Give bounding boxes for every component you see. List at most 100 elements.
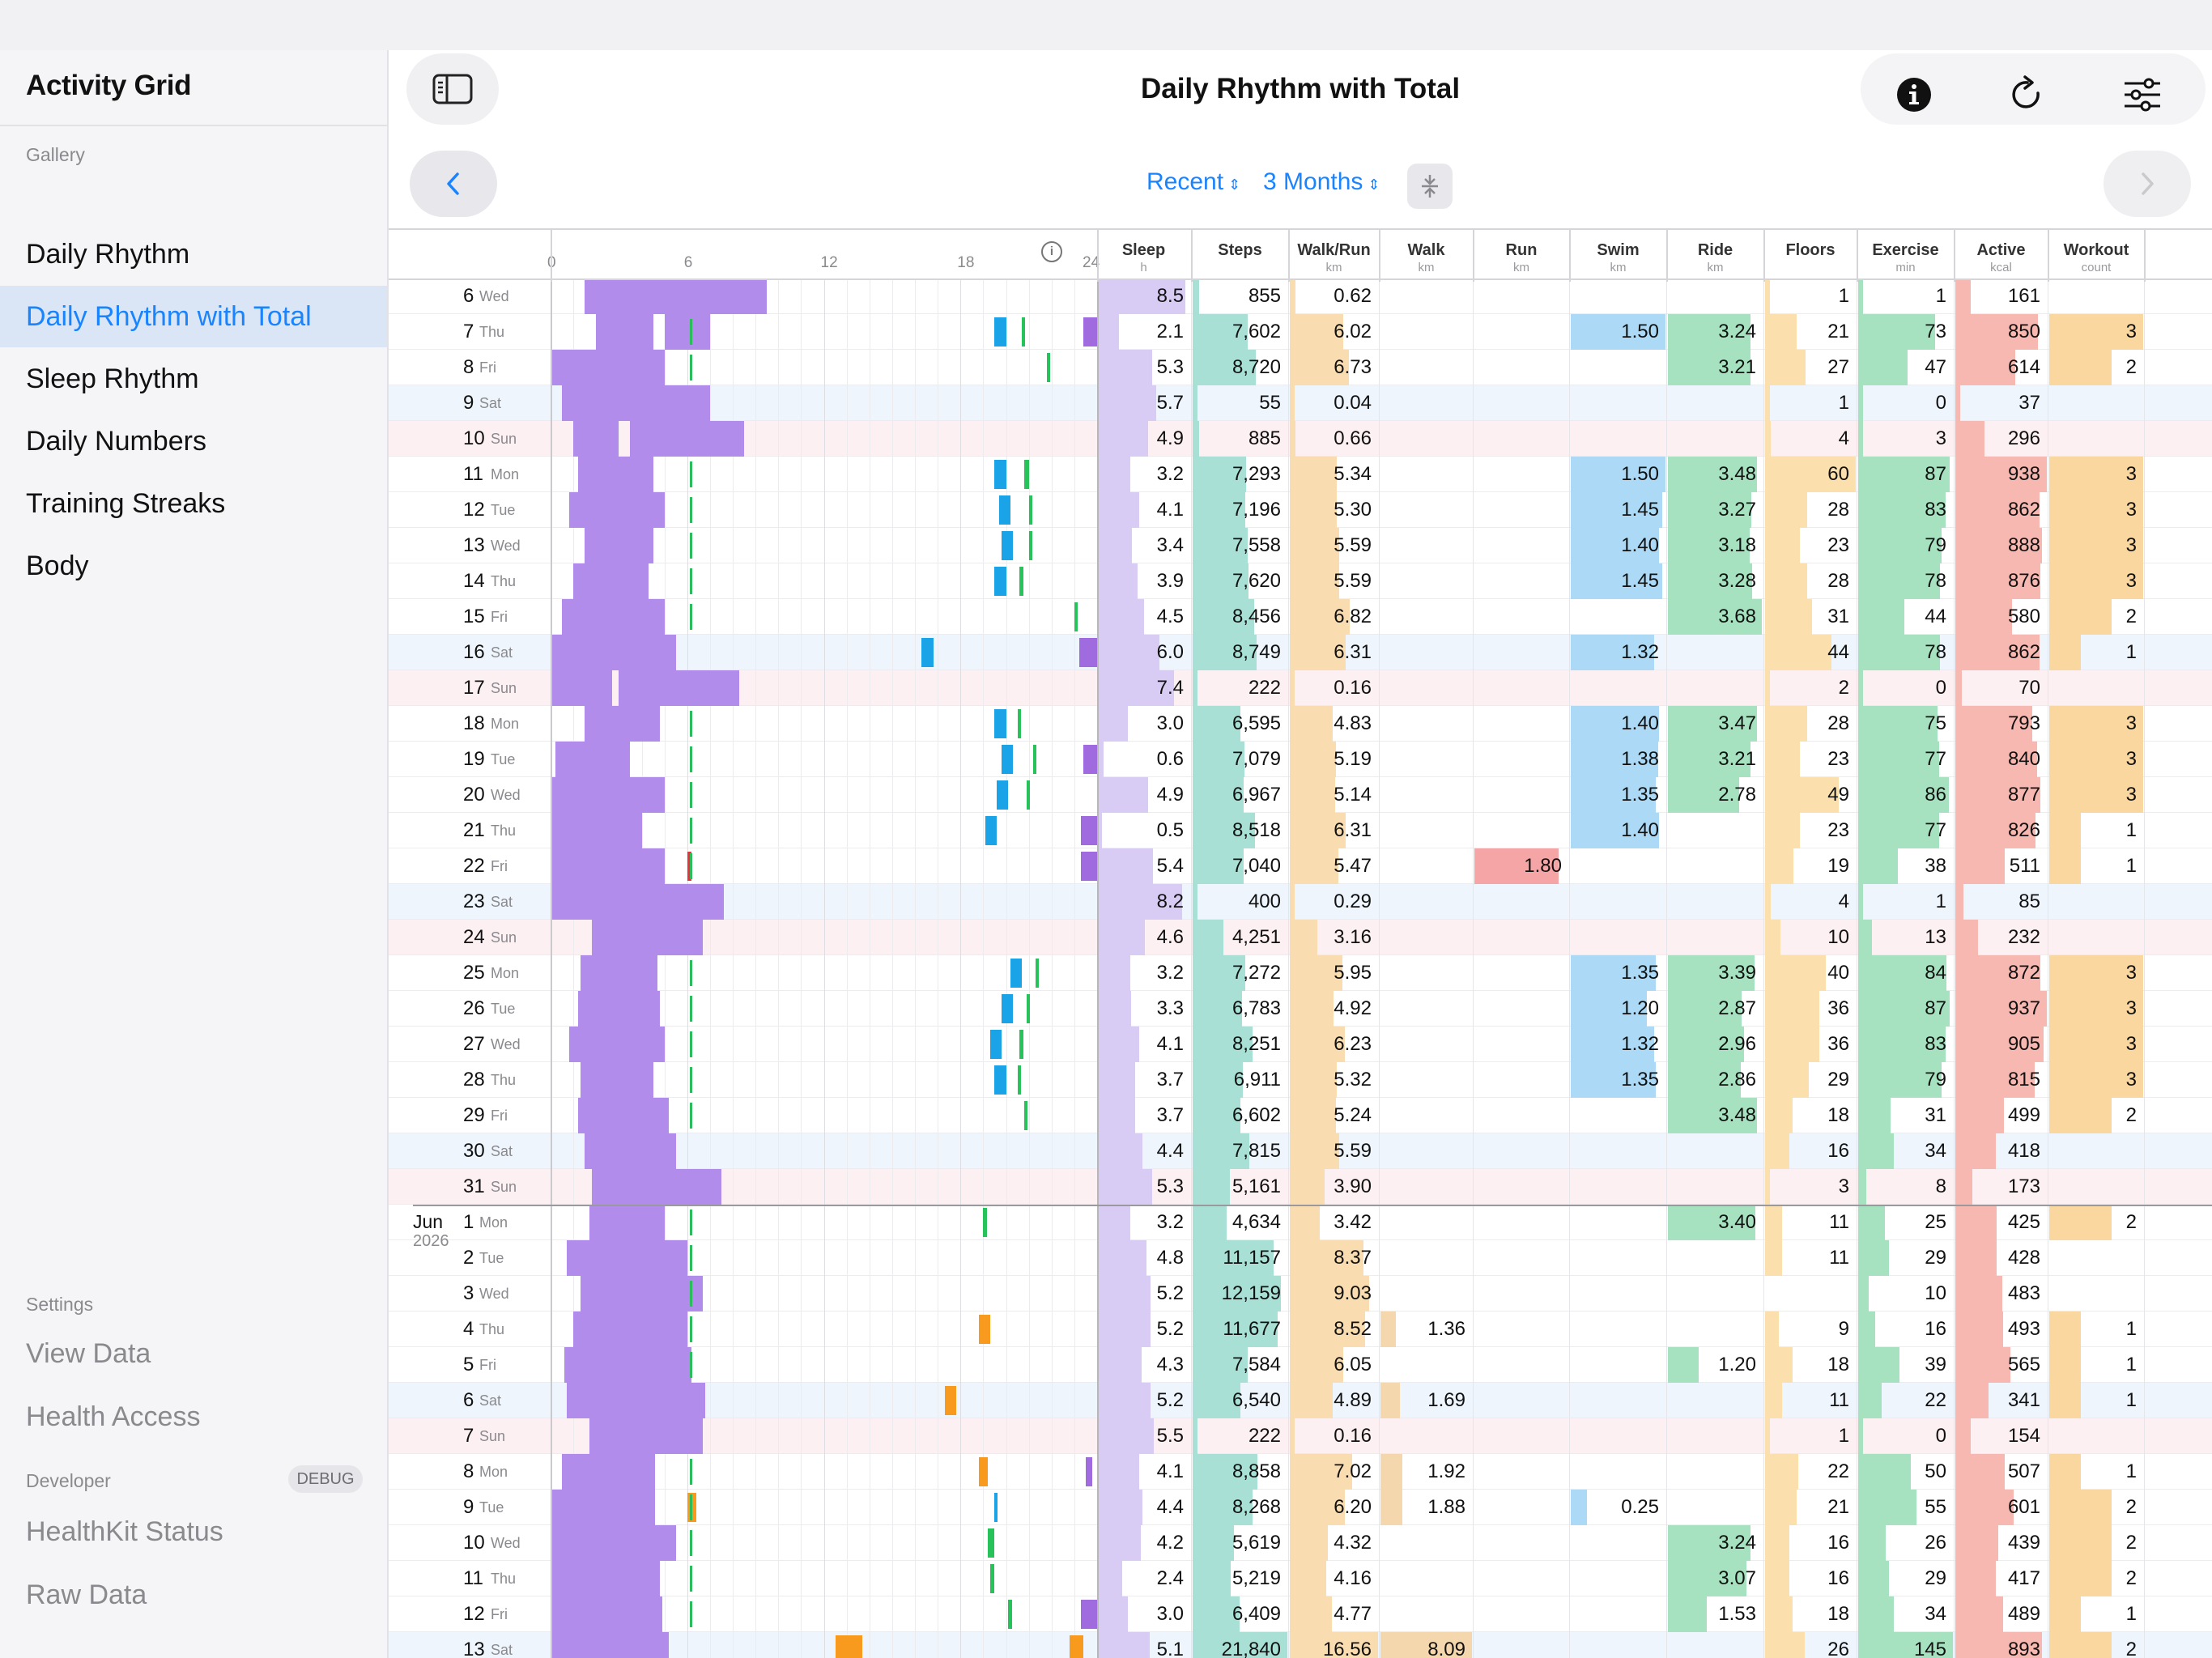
range-dropdown[interactable]: Recent ⇕ <box>1146 168 1240 196</box>
table-row[interactable]: 8 Fri 5.3 8,720 6.73 3.21 27 47 614 2 <box>389 350 2212 385</box>
column-header-active[interactable]: Active <box>1976 241 2026 259</box>
sidebar-item-view-data[interactable]: View Data <box>26 1338 151 1369</box>
column-header-run[interactable]: Run <box>1505 241 1538 259</box>
cell-active: 37 <box>2018 392 2040 414</box>
table-row[interactable]: 30 Sat 4.4 7,815 5.59 16 34 418 <box>389 1133 2212 1169</box>
table-row[interactable]: 12 Fri 3.0 6,409 4.77 1.53 18 34 489 1 <box>389 1596 2212 1632</box>
column-header-swim[interactable]: Swim <box>1597 241 1640 259</box>
table-row[interactable]: 29 Fri 3.7 6,602 5.24 3.48 18 31 499 2 <box>389 1098 2212 1133</box>
sidebar-item-body[interactable]: Body <box>26 551 89 581</box>
table-row[interactable]: 7 Sun 5.5 222 0.16 1 0 154 <box>389 1418 2212 1454</box>
period-dropdown[interactable]: 3 Months ⇕ <box>1263 168 1380 196</box>
table-row[interactable]: 6 Wed 8.5 855 0.62 1 1 161 <box>389 278 2212 314</box>
column-header-walkrun[interactable]: Walk/Run <box>1297 241 1371 259</box>
sidebar-item-daily-rhythm-with-total[interactable]: Daily Rhythm with Total <box>0 286 387 347</box>
cell-walkrun: 6.31 <box>1334 819 1372 841</box>
metric-bar-sleep <box>1097 1632 1151 1658</box>
table-row[interactable]: 6 Sat 5.2 6,540 4.89 1.69 11 22 341 1 <box>389 1383 2212 1418</box>
metric-bar-floors <box>1765 599 1812 635</box>
info-button[interactable] <box>1882 70 1946 120</box>
collapse-rows-button[interactable] <box>1407 164 1453 209</box>
table-row[interactable]: 23 Sat 8.2 400 0.29 4 1 85 <box>389 884 2212 920</box>
column-header-sleep[interactable]: Sleep <box>1121 241 1166 259</box>
sidebar-item-daily-numbers[interactable]: Daily Numbers <box>26 426 206 457</box>
cell-floors: 22 <box>1827 1460 1849 1482</box>
timeline-gridline <box>1051 848 1053 884</box>
timeline-gridline <box>1051 1276 1053 1312</box>
table-row[interactable]: 19 Tue 0.6 7,079 5.19 1.38 3.21 23 77 840 3 <box>389 742 2212 777</box>
table-row[interactable]: 16 Sat 6.0 8,749 6.31 1.32 44 78 862 1 <box>389 635 2212 670</box>
timeline-gridline <box>778 955 780 991</box>
metric-bar-sleep <box>1097 813 1103 848</box>
table-row[interactable]: 2 Tue 4.8 11,157 8.37 11 29 428 <box>389 1240 2212 1276</box>
table-row[interactable]: 25 Mon 3.2 7,272 5.95 1.35 3.39 40 84 872 3 <box>389 955 2212 991</box>
table-row[interactable]: 18 Mon 3.0 6,595 4.83 1.40 3.47 28 75 793 3 <box>389 706 2212 742</box>
table-row[interactable]: 27 Wed 4.1 8,251 6.23 1.32 2.96 36 83 905 3 <box>389 1027 2212 1062</box>
table-row[interactable]: 1 Mon 3.2 4,634 3.42 3.40 11 25 425 2 <box>389 1205 2212 1240</box>
column-header-workout[interactable]: Workout <box>2063 241 2129 259</box>
column-divider <box>1191 421 1192 457</box>
cell-run <box>1474 1312 1562 1347</box>
sidebar-item-raw-data[interactable]: Raw Data <box>26 1579 147 1610</box>
refresh-button[interactable] <box>1995 70 2060 120</box>
timeline-gridline <box>983 635 985 670</box>
column-header-floors[interactable]: Floors <box>1785 241 1836 259</box>
column-unit-active: kcal <box>1990 261 2012 274</box>
table-row[interactable]: 11 Thu 2.4 5,219 4.16 3.07 16 29 417 2 <box>389 1561 2212 1596</box>
next-period-button[interactable] <box>2104 151 2191 217</box>
cell-ride: 3.24 <box>1718 321 1756 342</box>
sidebar-item-daily-rhythm[interactable]: Daily Rhythm <box>26 239 190 270</box>
table-row[interactable]: 28 Thu 3.7 6,911 5.32 1.35 2.86 29 79 815 3 <box>389 1062 2212 1098</box>
table-row[interactable]: 8 Mon 4.1 8,858 7.02 1.92 22 50 507 1 <box>389 1454 2212 1490</box>
cell-walkrun: 5.59 <box>1334 1140 1372 1162</box>
metric-bar-floors <box>1765 1240 1782 1276</box>
column-header-walk[interactable]: Walk <box>1407 241 1445 259</box>
table-row[interactable]: 14 Thu 3.9 7,620 5.59 1.45 3.28 28 78 876 3 <box>389 563 2212 599</box>
table-row[interactable]: 13 Wed 3.4 7,558 5.59 1.40 3.18 23 79 888 3 <box>389 528 2212 563</box>
cell-exercise: 78 <box>1925 570 1946 592</box>
table-row[interactable]: 9 Sat 5.7 55 0.04 1 0 37 <box>389 385 2212 421</box>
table-row[interactable]: 17 Sun 7.4 222 0.16 2 0 70 <box>389 670 2212 706</box>
table-row[interactable]: 5 Fri 4.3 7,584 6.05 1.20 18 39 565 1 <box>389 1347 2212 1383</box>
row-weekday: Thu <box>491 1571 517 1587</box>
table-row[interactable]: 11 Mon 3.2 7,293 5.34 1.50 3.48 60 87 938 3 <box>389 457 2212 492</box>
timeline-gridline <box>1051 492 1053 528</box>
table-row[interactable]: 3 Wed 5.2 12,159 9.03 10 483 <box>389 1276 2212 1312</box>
table-row[interactable]: 20 Wed 4.9 6,967 5.14 1.35 2.78 49 86 877 3 <box>389 777 2212 813</box>
cell-exercise: 75 <box>1925 712 1946 734</box>
table-row[interactable]: 26 Tue 3.3 6,783 4.92 1.20 2.87 36 87 937 3 <box>389 991 2212 1027</box>
cell-sleep: 5.4 <box>1156 855 1184 877</box>
column-divider <box>1288 1098 1289 1133</box>
metric-bar-ride <box>1668 528 1750 563</box>
table-row[interactable]: 4 Thu 5.2 11,677 8.52 1.36 9 16 493 1 <box>389 1312 2212 1347</box>
table-row[interactable]: 7 Thu 2.1 7,602 6.02 1.50 3.24 21 73 850 3 <box>389 314 2212 350</box>
workout-mark <box>1081 1600 1097 1629</box>
column-header-steps[interactable]: Steps <box>1218 241 1262 259</box>
timeline-info-icon[interactable]: i <box>1041 241 1062 262</box>
sidebar-item-sleep-rhythm[interactable]: Sleep Rhythm <box>26 363 199 394</box>
sleep-segment <box>580 1276 704 1312</box>
workout-mark <box>1001 745 1013 774</box>
sidebar-item-health-access[interactable]: Health Access <box>26 1401 201 1432</box>
table-row[interactable]: 15 Fri 4.5 8,456 6.82 3.68 31 44 580 2 <box>389 599 2212 635</box>
table-row[interactable]: 12 Tue 4.1 7,196 5.30 1.45 3.27 28 83 862 3 <box>389 492 2212 528</box>
table-row[interactable]: 9 Tue 4.4 8,268 6.20 1.88 0.25 21 55 601 2 <box>389 1490 2212 1525</box>
cell-exercise: 86 <box>1925 784 1946 806</box>
timeline-gridline <box>823 1525 825 1561</box>
table-row[interactable]: 13 Sat 5.1 21,840 16.56 8.09 26 145 893 2 <box>389 1632 2212 1658</box>
timeline-gridline <box>983 385 985 421</box>
table-row[interactable]: 10 Sun 4.9 885 0.66 4 3 296 <box>389 421 2212 457</box>
table-row[interactable]: 31 Sun 5.3 5,161 3.90 3 8 173 <box>389 1169 2212 1205</box>
table-row[interactable]: 24 Sun 4.6 4,251 3.16 10 13 232 <box>389 920 2212 955</box>
column-header-exercise[interactable]: Exercise <box>1872 241 1939 259</box>
sidebar-item-training-streaks[interactable]: Training Streaks <box>26 488 226 519</box>
cell-swim <box>1571 385 1659 421</box>
table-row[interactable]: 10 Wed 4.2 5,619 4.32 3.24 16 26 439 2 <box>389 1525 2212 1561</box>
previous-period-button[interactable] <box>410 151 497 217</box>
column-header-ride[interactable]: Ride <box>1697 241 1733 259</box>
settings-sliders-button[interactable] <box>2110 70 2175 120</box>
table-row[interactable]: 21 Thu 0.5 8,518 6.31 1.40 23 77 826 1 <box>389 813 2212 848</box>
sidebar-item-healthkit-status[interactable]: HealthKit Status <box>26 1516 223 1547</box>
sidebar-toggle-button[interactable] <box>406 53 499 125</box>
table-row[interactable]: 22 Fri 5.4 7,040 5.47 1.80 19 38 511 1 <box>389 848 2212 884</box>
